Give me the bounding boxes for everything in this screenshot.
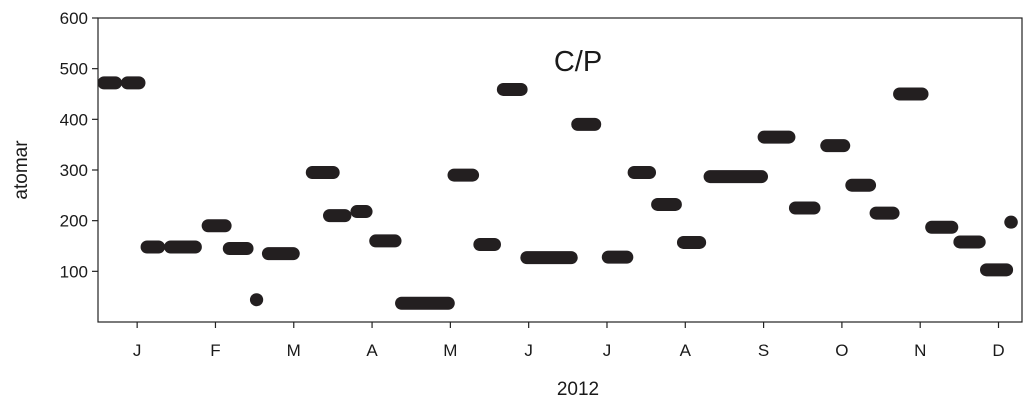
plot-frame	[97, 17, 1023, 323]
x-tick-label: M	[287, 341, 301, 360]
x-tick-label: J	[603, 341, 612, 360]
y-tick-label: 400	[60, 110, 88, 129]
y-axis-title: atomar	[11, 140, 32, 200]
y-tick-label: 300	[60, 161, 88, 180]
x-tick-label: F	[210, 341, 220, 360]
x-tick-label: A	[680, 341, 692, 360]
y-axis-ticks: 100 200 300 400 500 600	[60, 9, 98, 281]
x-tick-label: S	[758, 341, 769, 360]
y-tick-label: 200	[60, 212, 88, 231]
x-tick-label: D	[992, 341, 1004, 360]
x-tick-label: J	[524, 341, 533, 360]
x-axis-title: 2012	[557, 379, 599, 400]
y-tick-label: 100	[60, 262, 88, 281]
x-tick-label: M	[443, 341, 457, 360]
data-marks	[97, 76, 1018, 310]
x-tick-label: O	[835, 341, 848, 360]
y-tick-label: 600	[60, 9, 88, 28]
chart-annotation: C/P	[554, 46, 602, 78]
x-tick-label: N	[914, 341, 926, 360]
x-tick-label: J	[133, 341, 142, 360]
y-tick-label: 500	[60, 60, 88, 79]
x-tick-label: A	[366, 341, 378, 360]
